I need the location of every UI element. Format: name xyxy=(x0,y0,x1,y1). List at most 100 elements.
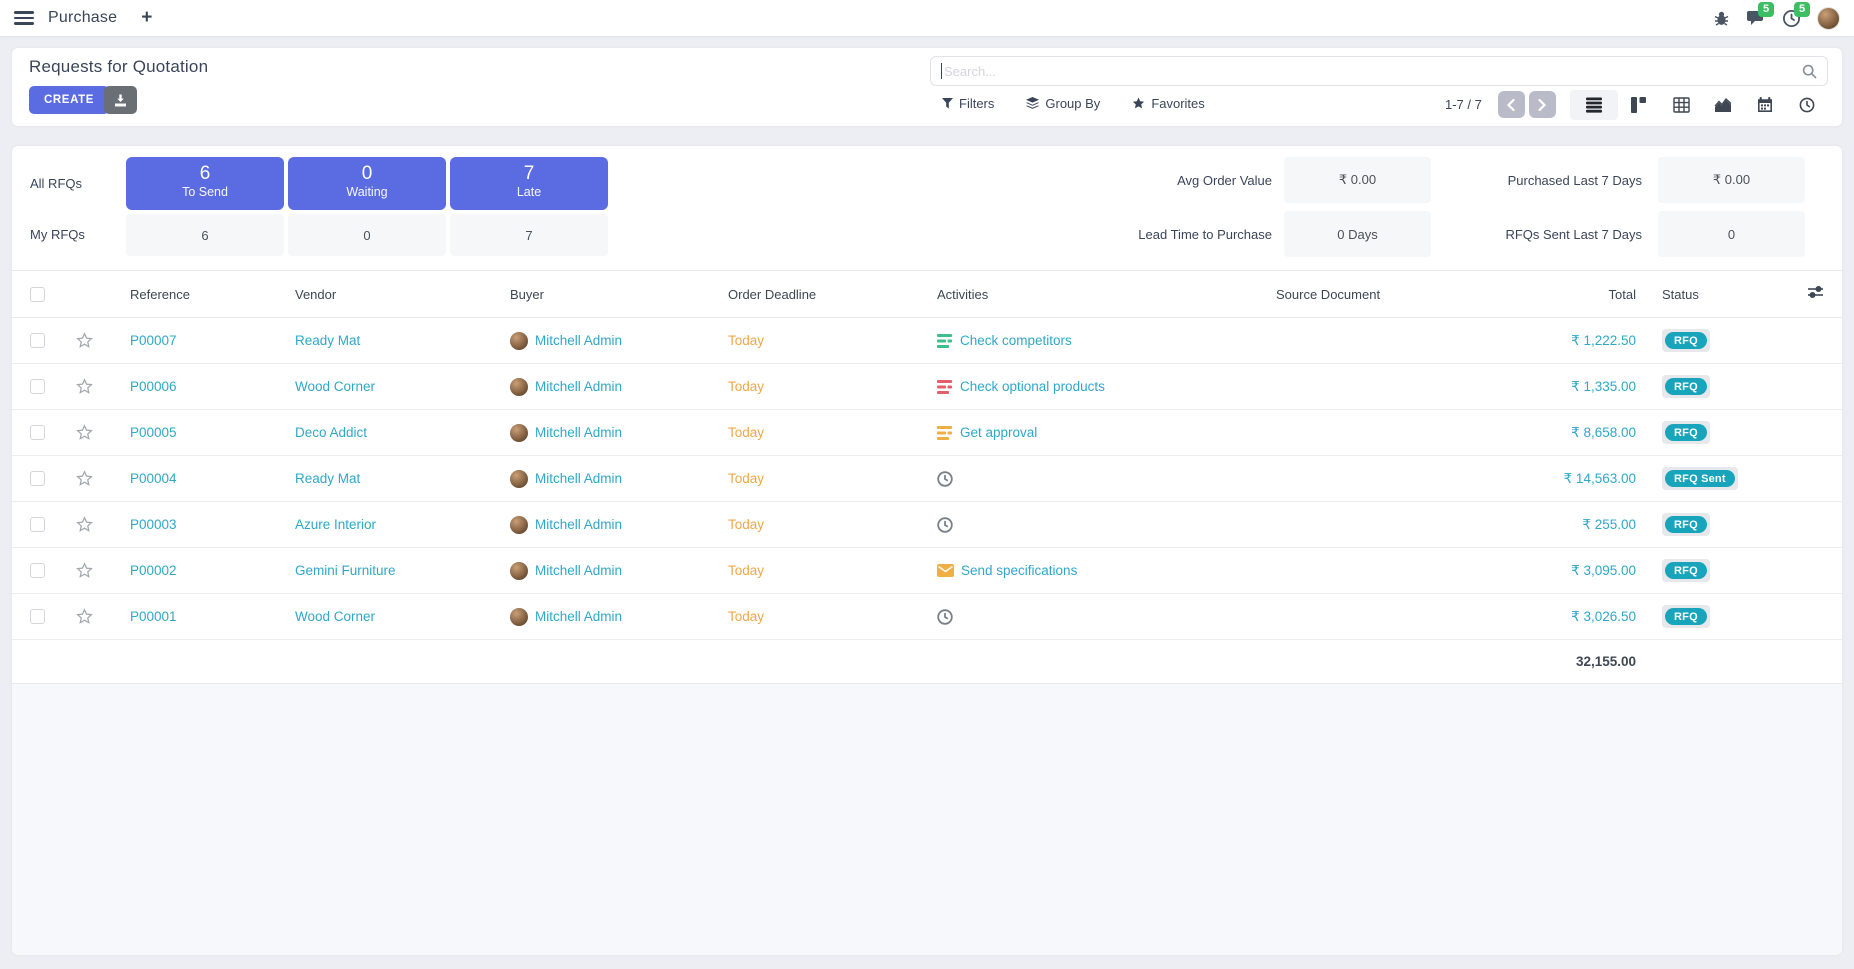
row-checkbox[interactable] xyxy=(30,379,45,394)
header-order-deadline[interactable]: Order Deadline xyxy=(728,286,817,302)
table-row[interactable]: P00001 Wood Corner Mitchell Admin Today … xyxy=(12,594,1842,640)
total-amount: ₹ 8,658.00 xyxy=(1571,424,1636,440)
list-view-button[interactable] xyxy=(1570,90,1618,120)
header-vendor[interactable]: Vendor xyxy=(295,286,337,302)
buyer-name[interactable]: Mitchell Admin xyxy=(535,563,623,578)
search-bar[interactable] xyxy=(930,56,1828,86)
pager-next-button[interactable] xyxy=(1528,91,1556,118)
row-checkbox[interactable] xyxy=(30,609,45,624)
pivot-view-button[interactable] xyxy=(1660,90,1702,120)
row-checkbox[interactable] xyxy=(30,517,45,532)
my-late-cell[interactable]: 7 xyxy=(450,214,608,256)
buyer-name[interactable]: Mitchell Admin xyxy=(535,517,623,532)
vendor-link[interactable]: Gemini Furniture xyxy=(295,563,396,578)
table-row[interactable]: P00003 Azure Interior Mitchell Admin Tod… xyxy=(12,502,1842,548)
table-row[interactable]: P00007 Ready Mat Mitchell Admin Today Ch… xyxy=(12,318,1842,364)
table-row[interactable]: P00002 Gemini Furniture Mitchell Admin T… xyxy=(12,548,1842,594)
activity-view-icon xyxy=(1799,97,1815,113)
activities-icon[interactable]: 5 xyxy=(1782,1,1811,28)
schedule-activity-button[interactable] xyxy=(937,516,1270,533)
order-deadline: Today xyxy=(728,609,765,624)
vendor-link[interactable]: Deco Addict xyxy=(295,425,368,440)
status-badge: RFQ xyxy=(1662,421,1710,444)
my-to-send-cell[interactable]: 6 xyxy=(126,214,284,256)
text-caret xyxy=(941,63,942,79)
vendor-link[interactable]: Azure Interior xyxy=(295,517,377,532)
buyer-avatar xyxy=(510,377,528,396)
schedule-activity-button[interactable] xyxy=(937,470,1270,487)
pager-previous-button[interactable] xyxy=(1497,91,1525,118)
reference-link[interactable]: P00007 xyxy=(130,333,177,348)
export-button[interactable] xyxy=(104,86,137,114)
reference-link[interactable]: P00005 xyxy=(130,425,177,440)
buyer-name[interactable]: Mitchell Admin xyxy=(535,379,623,394)
buyer-name[interactable]: Mitchell Admin xyxy=(535,471,623,486)
kpi-waiting[interactable]: 0 Waiting xyxy=(288,157,446,210)
reference-link[interactable]: P00004 xyxy=(130,471,177,486)
row-checkbox[interactable] xyxy=(30,563,45,578)
search-input[interactable] xyxy=(944,63,1802,79)
kanban-view-button[interactable] xyxy=(1618,90,1660,120)
favorite-star-icon[interactable] xyxy=(76,332,93,349)
activity-list-icon xyxy=(937,379,952,394)
activity-view-button[interactable] xyxy=(1786,90,1828,120)
favorites-button[interactable]: Favorites xyxy=(1132,96,1205,111)
graph-view-button[interactable] xyxy=(1702,90,1744,120)
activity-button[interactable]: Check optional products xyxy=(937,379,1270,394)
table-row[interactable]: P00005 Deco Addict Mitchell Admin Today … xyxy=(12,410,1842,456)
row-checkbox[interactable] xyxy=(30,333,45,348)
kpi-to-send[interactable]: 6 To Send xyxy=(126,157,284,210)
reference-link[interactable]: P00003 xyxy=(130,517,177,532)
favorite-star-icon[interactable] xyxy=(76,470,93,487)
menu-icon[interactable] xyxy=(14,11,34,25)
favorite-star-icon[interactable] xyxy=(76,424,93,441)
select-all-checkbox[interactable] xyxy=(30,286,45,302)
header-activities[interactable]: Activities xyxy=(937,286,989,302)
optional-columns-icon[interactable] xyxy=(1807,285,1824,299)
activity-button[interactable]: Get approval xyxy=(937,425,1270,440)
vendor-link[interactable]: Ready Mat xyxy=(295,333,361,348)
buyer-name[interactable]: Mitchell Admin xyxy=(535,333,623,348)
app-title[interactable]: Purchase xyxy=(48,9,118,26)
row-checkbox[interactable] xyxy=(30,425,45,440)
header-source-document[interactable]: Source Document xyxy=(1276,286,1381,302)
activity-button[interactable]: Send specifications xyxy=(937,563,1270,578)
vendor-link[interactable]: Ready Mat xyxy=(295,471,361,486)
activity-button[interactable]: Check competitors xyxy=(937,333,1270,348)
reference-link[interactable]: P00006 xyxy=(130,379,177,394)
activity-clock-icon xyxy=(937,470,953,487)
chevron-right-icon xyxy=(1538,98,1547,111)
activity-clock-icon xyxy=(937,608,953,625)
vendor-link[interactable]: Wood Corner xyxy=(295,609,376,624)
row-checkbox[interactable] xyxy=(30,471,45,486)
vendor-link[interactable]: Wood Corner xyxy=(295,379,376,394)
table-row[interactable]: P00004 Ready Mat Mitchell Admin Today ₹ … xyxy=(12,456,1842,502)
user-avatar[interactable] xyxy=(1817,6,1840,30)
favorite-star-icon[interactable] xyxy=(76,516,93,533)
debug-icon[interactable] xyxy=(1713,10,1730,27)
list-header: Reference Vendor Buyer Order Deadline Ac… xyxy=(12,270,1842,318)
search-icon[interactable] xyxy=(1802,64,1817,79)
schedule-activity-button[interactable] xyxy=(937,608,1270,625)
table-row[interactable]: P00006 Wood Corner Mitchell Admin Today … xyxy=(12,364,1842,410)
buyer-name[interactable]: Mitchell Admin xyxy=(535,425,623,440)
create-button[interactable]: CREATE xyxy=(29,86,110,114)
header-status[interactable]: Status xyxy=(1662,286,1699,302)
calendar-view-button[interactable] xyxy=(1744,90,1786,120)
favorite-star-icon[interactable] xyxy=(76,562,93,579)
kpi-late[interactable]: 7 Late xyxy=(450,157,608,210)
reference-link[interactable]: P00001 xyxy=(130,609,177,624)
my-waiting-cell[interactable]: 0 xyxy=(288,214,446,256)
messages-icon[interactable]: 5 xyxy=(1746,2,1775,27)
reference-link[interactable]: P00002 xyxy=(130,563,177,578)
header-buyer[interactable]: Buyer xyxy=(510,286,544,302)
header-reference[interactable]: Reference xyxy=(130,286,190,302)
favorite-star-icon[interactable] xyxy=(76,608,93,625)
buyer-name[interactable]: Mitchell Admin xyxy=(535,609,623,624)
header-total[interactable]: Total xyxy=(1608,286,1636,302)
favorite-star-icon[interactable] xyxy=(76,378,93,395)
group-by-button[interactable]: Group By xyxy=(1026,96,1100,111)
filters-button[interactable]: Filters xyxy=(942,96,994,111)
new-window-icon[interactable]: + xyxy=(141,7,153,28)
buyer-avatar xyxy=(510,607,528,626)
